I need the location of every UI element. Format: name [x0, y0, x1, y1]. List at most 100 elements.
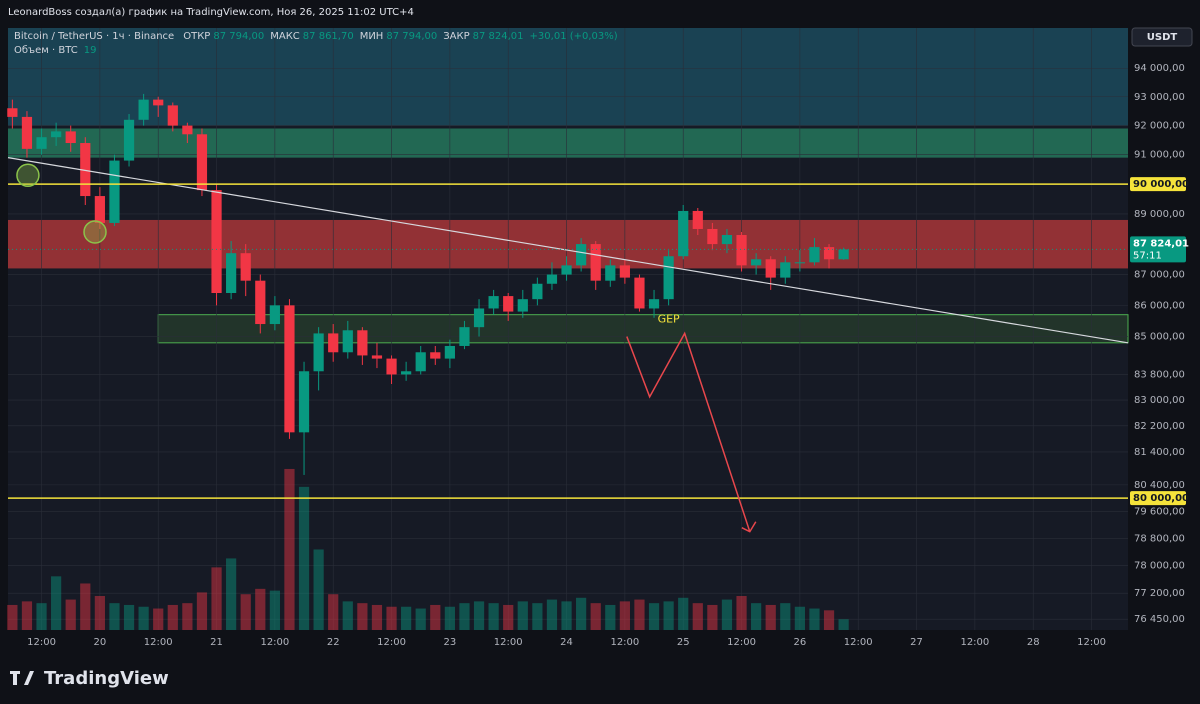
- volume-bar: [619, 601, 630, 630]
- y-tick-label: 77 200,00: [1134, 588, 1185, 599]
- volume-bar: [109, 603, 120, 630]
- x-tick-label: 12:00: [727, 637, 756, 648]
- candle-body: [576, 244, 587, 266]
- level-tag: [1130, 177, 1186, 192]
- candle-body: [138, 99, 149, 120]
- volume-bar: [751, 603, 762, 630]
- y-tick-label: 87 000,00: [1134, 270, 1185, 281]
- y-tick-label: 83 800,00: [1134, 369, 1185, 380]
- volume-bar: [634, 599, 645, 630]
- candle-body: [430, 352, 441, 359]
- currency[interactable]: USDT: [1147, 32, 1178, 43]
- volume-bar: [167, 604, 178, 630]
- volume-bar: [823, 610, 835, 630]
- volume-bar: [313, 549, 324, 630]
- candle-body: [736, 235, 747, 266]
- legend-text: 87 794,00: [386, 31, 437, 42]
- candle-body: [313, 333, 324, 372]
- candles: [7, 93, 849, 475]
- volume: [7, 468, 849, 630]
- volume-bar: [182, 603, 193, 630]
- candle-body: [780, 262, 791, 278]
- legend-text: ОТКР: [183, 31, 210, 42]
- volume-bar: [328, 594, 339, 630]
- zone: [8, 28, 1128, 126]
- volume-bar: [342, 601, 353, 630]
- volume-bar: [284, 468, 295, 630]
- candle-body: [794, 262, 805, 264]
- volume-bar: [780, 603, 791, 630]
- candle-body: [707, 228, 718, 245]
- volume-bar: [576, 597, 587, 630]
- x-tick-label: 12:00: [377, 637, 406, 648]
- x-tick-label: 12:00: [27, 637, 56, 648]
- y-tick-label: 81 400,00: [1134, 447, 1185, 458]
- candle-body: [269, 305, 280, 325]
- legend-text: МИН: [360, 31, 384, 42]
- volume-bar: [226, 558, 237, 630]
- candle-body: [226, 253, 237, 293]
- volume-bar: [153, 608, 164, 630]
- volume-bar: [386, 606, 397, 630]
- volume-bar: [80, 583, 91, 630]
- zone: [8, 128, 1128, 158]
- currency-button[interactable]: [1131, 27, 1193, 47]
- zones: [8, 28, 1129, 344]
- candle-body: [211, 190, 222, 293]
- y-tick-label: 82 200,00: [1134, 421, 1185, 432]
- volume-bar: [459, 603, 470, 630]
- x-tick-label: 28: [1027, 637, 1040, 648]
- candle-body: [663, 256, 674, 300]
- candle-body: [678, 210, 689, 257]
- volume-bar: [721, 599, 733, 630]
- candle-body: [415, 352, 426, 372]
- x-tick-label: 26: [794, 637, 807, 648]
- y-tick-label: 93 000,00: [1134, 92, 1185, 103]
- volume-bar: [488, 603, 499, 630]
- legend-text: 87 861,70: [303, 31, 354, 42]
- x-tick-label: 12:00: [260, 637, 289, 648]
- volume-bar: [211, 567, 222, 630]
- candle-body: [634, 277, 645, 309]
- level-label: 80 000,00: [1133, 493, 1189, 504]
- volume-bar: [663, 601, 674, 630]
- candle-body: [357, 330, 368, 356]
- legend-text: +30,01 (+0,03%): [530, 31, 618, 42]
- x-tick-label: 27: [910, 637, 923, 648]
- x-tick-label: 25: [677, 637, 690, 648]
- volume-bar: [809, 608, 820, 630]
- candle-body: [473, 308, 485, 328]
- axes: 94 000,00 93 000,00 92 000,00 91 000,00 89 0…: [27, 63, 1189, 648]
- candle-body: [401, 371, 412, 375]
- volume-bar: [430, 604, 441, 630]
- volume-bar: [36, 603, 47, 630]
- y-tick-label: 83 000,00: [1134, 395, 1185, 406]
- volume-bar: [371, 604, 383, 630]
- zone: [8, 219, 1128, 269]
- volume-bar: [444, 606, 455, 630]
- volume-bar: [517, 601, 528, 630]
- price-label: 87 824,01: [1133, 238, 1189, 249]
- y-tick-label: 89 000,00: [1134, 209, 1185, 220]
- volume-bar: [94, 596, 105, 630]
- y-tick-label: 78 000,00: [1134, 561, 1185, 572]
- volume-bar: [707, 604, 718, 630]
- x-tick-label: 20: [94, 637, 107, 648]
- candle-body: [765, 259, 776, 278]
- volume-bar: [298, 486, 310, 630]
- x-tick-label: 12:00: [144, 637, 173, 648]
- candle-body: [196, 134, 208, 191]
- candle-body: [386, 358, 397, 375]
- volume-bar: [240, 594, 251, 630]
- volume-bar: [692, 603, 703, 630]
- candle-body: [532, 283, 543, 300]
- grid: [8, 28, 1128, 630]
- candle-body: [80, 143, 91, 197]
- volume-bar: [532, 603, 543, 630]
- candle-body: [721, 235, 733, 245]
- x-tick-label: 22: [327, 637, 340, 648]
- level-tag: [1130, 491, 1186, 506]
- candle-body: [488, 296, 499, 309]
- candle-body: [7, 108, 18, 117]
- volume-bar: [648, 603, 660, 630]
